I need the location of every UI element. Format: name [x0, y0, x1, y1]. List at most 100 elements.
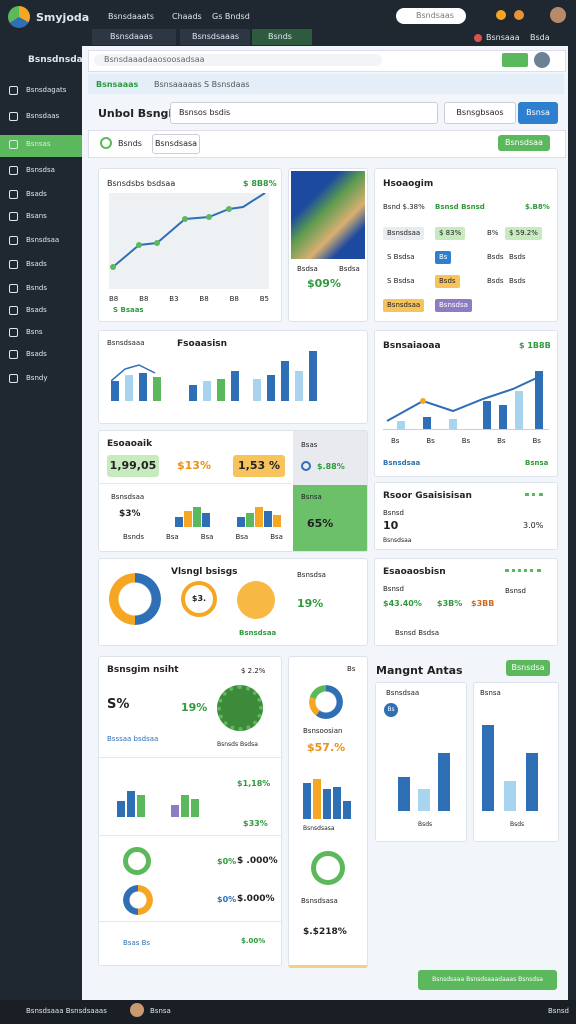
card-title: Bsnsgim nsiht	[107, 665, 179, 675]
sidebar-icon	[9, 166, 18, 175]
bar	[438, 753, 450, 811]
sidebar-label[interactable]: Bsads	[26, 260, 47, 268]
browser-tab[interactable]: Bsnsdsaaas	[180, 29, 250, 45]
sidebar-label[interactable]: Bsnsdaas	[26, 112, 60, 120]
card-title: Bsnsdsbs bsdsaa	[107, 179, 176, 188]
sidebar-label[interactable]: Bsads	[26, 306, 47, 314]
sidebar-label[interactable]: Bsnsas	[26, 140, 51, 148]
divider	[99, 835, 281, 836]
badge: 1,53 %	[233, 455, 285, 477]
filter-tab[interactable]: S Bsnsdaas	[204, 80, 250, 89]
row-value: $.000%	[237, 894, 275, 904]
trend-line	[111, 364, 156, 382]
address-button[interactable]	[502, 53, 528, 67]
list-cell: Bsnsdsaa	[383, 227, 425, 240]
bar	[253, 379, 261, 401]
bar	[217, 379, 225, 401]
action-button[interactable]: Bsnsdsaa	[498, 135, 550, 151]
summary-label: Bsnsd	[383, 585, 404, 593]
top-tab[interactable]: Gs Bndsd	[212, 12, 250, 21]
sub-button[interactable]: Bsnsdsasa	[152, 134, 200, 154]
foot-label: Bsa	[165, 533, 179, 541]
metric-value: $3%	[119, 509, 141, 519]
sidebar-label[interactable]: Bsnds	[26, 284, 47, 292]
browser-tab[interactable]: Bsnsdaaas	[92, 29, 176, 45]
section-button[interactable]: Bsnsdsa	[506, 660, 550, 676]
ring	[311, 851, 345, 885]
map	[291, 171, 365, 259]
sub-tab[interactable]: Bsnds	[118, 139, 142, 148]
detail-mid: 19%	[181, 701, 208, 714]
status-foot: Bsnsdsaa	[383, 537, 412, 544]
points	[110, 206, 232, 270]
select[interactable]: Bsnsos bsdis	[170, 102, 438, 124]
bar	[237, 517, 245, 527]
filter-tab[interactable]: Bsnsaaas	[96, 80, 139, 89]
list-cell: Bsds	[487, 253, 504, 261]
sidebar-icon	[9, 112, 18, 121]
narrow-card: Bs Bsnsoosian $57.% Bsnsdsasa Bsnsdsasa …	[288, 656, 368, 968]
sidebar-label[interactable]: Bsns	[26, 328, 43, 336]
summary-foot: Bsnsd Bsdsa	[395, 629, 440, 637]
sidebar-item[interactable]	[0, 135, 82, 157]
sidebar-label[interactable]: Bsads	[26, 350, 47, 358]
toast[interactable]: Bsnsdsaaa Bsnsdsaaadaaas Bsnsdsa	[418, 970, 557, 990]
narrow-small: Bs	[347, 665, 356, 673]
donut	[309, 685, 343, 719]
line-chart	[110, 193, 266, 270]
avatar[interactable]	[550, 7, 566, 23]
list-cell: Bsds	[487, 277, 504, 285]
sidebar-label[interactable]: Bsans	[26, 212, 47, 220]
map-value: $09%	[307, 277, 341, 290]
sidebar-label[interactable]: Bsnsdsa	[26, 166, 55, 174]
mini-bars	[175, 505, 285, 527]
bar	[184, 511, 192, 527]
filter-tab[interactable]: Bsnsaaaaas	[154, 80, 202, 89]
alert: Bsnsaaa	[486, 33, 520, 42]
notification-icon[interactable]	[496, 10, 506, 20]
notification-icon[interactable]	[514, 10, 524, 20]
user-icon[interactable]	[534, 52, 550, 68]
bar	[515, 391, 523, 429]
list-cell: $.B8%	[525, 203, 550, 211]
top-tab[interactable]: Chaads	[172, 12, 202, 21]
list-cell	[505, 299, 513, 312]
line	[112, 193, 266, 268]
status-dots	[525, 493, 543, 496]
detail-big: S%	[107, 697, 130, 712]
green-metric	[293, 485, 367, 551]
sidebar-label[interactable]: Bsnsdagats	[26, 86, 67, 94]
select[interactable]: Bsnsgbsaos	[444, 102, 516, 124]
list-cell: $ 83%	[435, 227, 466, 240]
list-cell: Bsds	[435, 275, 460, 288]
card-title: Bsnsaiaoaa	[383, 341, 441, 351]
axis-label: B8	[139, 295, 149, 303]
axis-label: Bs	[532, 437, 541, 445]
bar	[343, 801, 351, 819]
primary-button[interactable]: Bsnsa	[518, 102, 558, 124]
ring: $3.	[181, 581, 217, 617]
browser-tab[interactable]: Bsnds	[252, 29, 312, 45]
summary-value: $3B%	[437, 599, 463, 608]
bar-card: Bsnsdsaaa Fsoaasisn	[98, 330, 368, 424]
taskbar-app[interactable]: Bsnsa	[150, 1007, 171, 1015]
card-title: Hsoaogim	[383, 179, 434, 189]
sidebar-label[interactable]: Bsnsdsaa	[26, 236, 60, 244]
divider	[99, 921, 281, 922]
top-tab[interactable]: Bsnsdaaats	[108, 12, 154, 21]
search[interactable]: Bsndsaas	[396, 8, 466, 24]
narrow-label: Bsnsdsasa	[301, 897, 338, 905]
axis-label: B8	[199, 295, 209, 303]
taskbar-avatar[interactable]	[130, 1003, 144, 1017]
sidebar-label[interactable]: Bsndy	[26, 374, 48, 382]
toolbar-button[interactable]: Bsda	[530, 33, 550, 42]
bar	[171, 805, 179, 817]
address[interactable]: Bsnsdaaadaaosoosadsaa	[94, 54, 382, 66]
main: Bsnsdaaadaaosoosadsaa Bsnsaaas Bsnsaaaaa…	[82, 46, 568, 1000]
plot-area	[109, 193, 269, 289]
bar	[189, 385, 197, 401]
divider	[99, 757, 281, 758]
sidebar-label[interactable]: Bsads	[26, 190, 47, 198]
bar	[255, 507, 263, 527]
metric-label: Bsnsdsaa	[111, 493, 145, 501]
